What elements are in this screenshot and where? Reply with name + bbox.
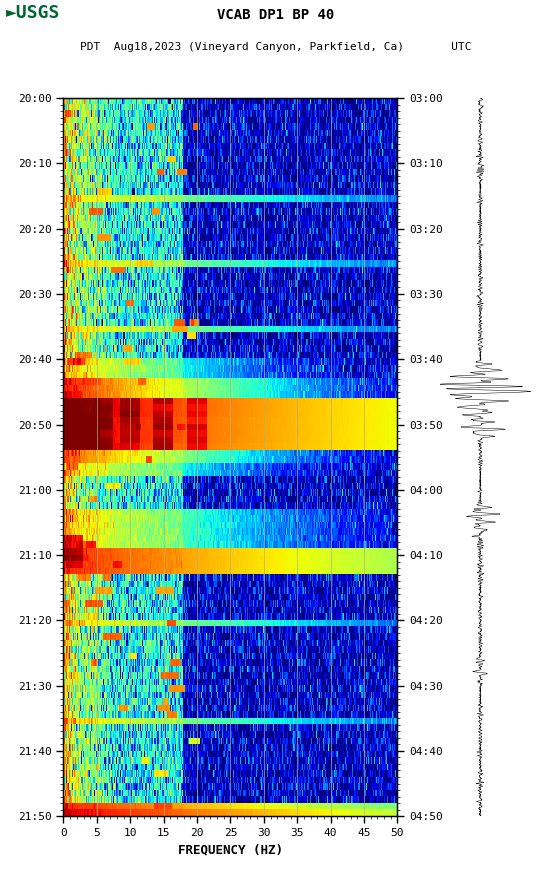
Text: ►USGS: ►USGS [6, 4, 60, 21]
Text: PDT  Aug18,2023 (Vineyard Canyon, Parkfield, Ca)       UTC: PDT Aug18,2023 (Vineyard Canyon, Parkfie… [80, 42, 472, 52]
Text: VCAB DP1 BP 40: VCAB DP1 BP 40 [217, 7, 335, 21]
X-axis label: FREQUENCY (HZ): FREQUENCY (HZ) [178, 844, 283, 856]
